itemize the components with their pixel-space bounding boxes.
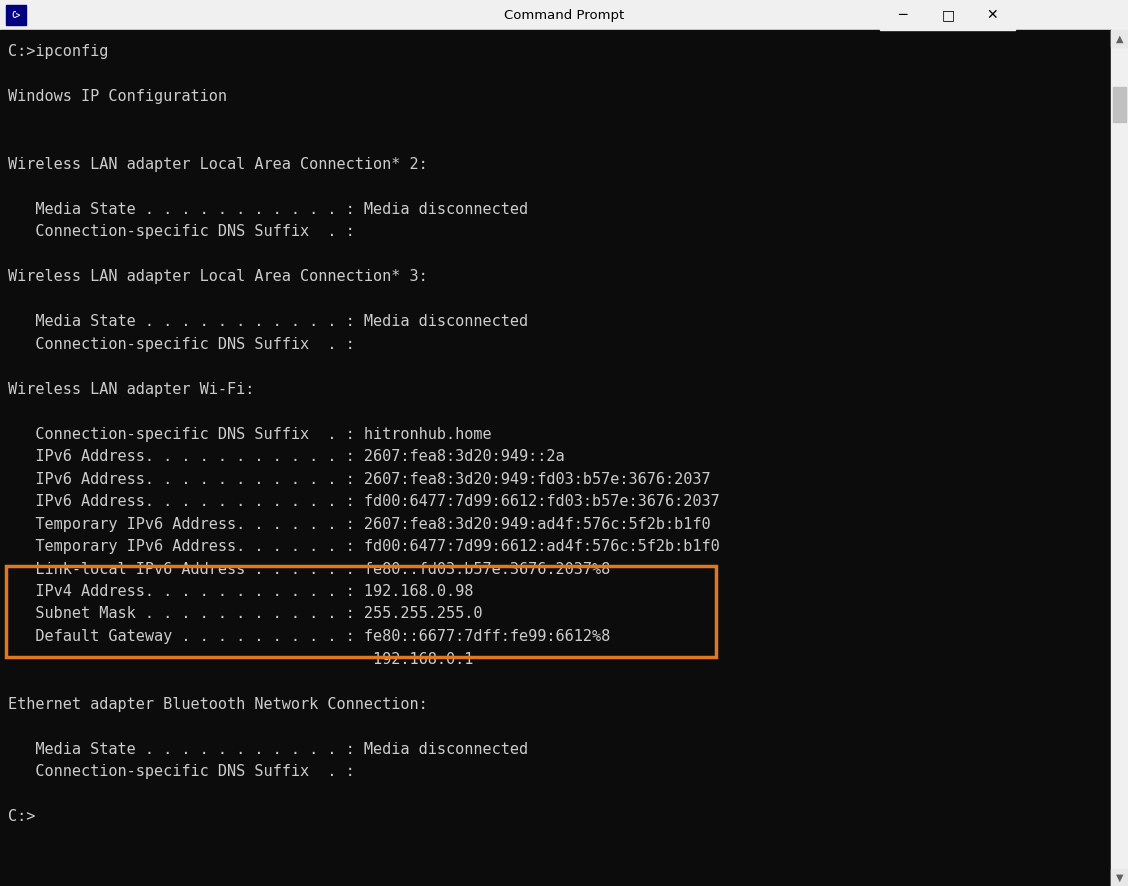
Text: ▲: ▲	[1116, 34, 1123, 43]
Text: □: □	[942, 8, 954, 22]
Text: IPv6 Address. . . . . . . . . . . : 2607:fea8:3d20:949::2a: IPv6 Address. . . . . . . . . . . : 2607…	[8, 449, 565, 464]
Text: Connection-specific DNS Suffix  . :: Connection-specific DNS Suffix . :	[8, 337, 354, 352]
Text: Link-local IPv6 Address . . . . . : fe80::fd03:b57e:3676:2037%8: Link-local IPv6 Address . . . . . : fe80…	[8, 562, 610, 577]
Text: Temporary IPv6 Address. . . . . . : 2607:fea8:3d20:949:ad4f:576c:5f2b:b1f0: Temporary IPv6 Address. . . . . . : 2607…	[8, 517, 711, 532]
Text: Command Prompt: Command Prompt	[504, 9, 624, 21]
Bar	[1111, 30, 1128, 47]
Text: Media State . . . . . . . . . . . : Media disconnected: Media State . . . . . . . . . . . : Medi…	[8, 201, 528, 216]
Text: Default Gateway . . . . . . . . . : fe80::6677:7dff:fe99:6612%8: Default Gateway . . . . . . . . . : fe80…	[8, 629, 610, 644]
Bar	[1111, 30, 1128, 886]
Bar	[1113, 87, 1126, 122]
Text: Wireless LAN adapter Wi-Fi:: Wireless LAN adapter Wi-Fi:	[8, 382, 255, 397]
Text: Connection-specific DNS Suffix  . :: Connection-specific DNS Suffix . :	[8, 764, 354, 779]
Text: ▼: ▼	[1116, 873, 1123, 882]
Bar	[0, 0, 1128, 30]
Text: Connection-specific DNS Suffix  . :: Connection-specific DNS Suffix . :	[8, 224, 354, 239]
Text: IPv6 Address. . . . . . . . . . . : 2607:fea8:3d20:949:fd03:b57e:3676:2037: IPv6 Address. . . . . . . . . . . : 2607…	[8, 471, 711, 486]
Text: Wireless LAN adapter Local Area Connection* 3:: Wireless LAN adapter Local Area Connecti…	[8, 269, 428, 284]
Text: 192.168.0.1: 192.168.0.1	[8, 651, 474, 666]
Text: Media State . . . . . . . . . . . : Media disconnected: Media State . . . . . . . . . . . : Medi…	[8, 742, 528, 757]
Text: IPv6 Address. . . . . . . . . . . : fd00:6477:7d99:6612:fd03:b57e:3676:2037: IPv6 Address. . . . . . . . . . . : fd00…	[8, 494, 720, 509]
Text: C:>ipconfig: C:>ipconfig	[8, 44, 108, 59]
Text: ✕: ✕	[986, 8, 998, 22]
Text: Windows IP Configuration: Windows IP Configuration	[8, 89, 227, 104]
Bar	[1111, 869, 1128, 886]
Text: Media State . . . . . . . . . . . : Media disconnected: Media State . . . . . . . . . . . : Medi…	[8, 314, 528, 329]
Text: ─: ─	[898, 8, 906, 22]
Bar	[925, 0, 970, 30]
Bar	[880, 0, 925, 30]
Text: C:>: C:>	[8, 809, 35, 824]
Bar	[970, 0, 1015, 30]
Text: IPv4 Address. . . . . . . . . . . : 192.168.0.98: IPv4 Address. . . . . . . . . . . : 192.…	[8, 584, 474, 599]
Text: C>: C>	[11, 11, 20, 19]
Text: Temporary IPv6 Address. . . . . . : fd00:6477:7d99:6612:ad4f:576c:5f2b:b1f0: Temporary IPv6 Address. . . . . . : fd00…	[8, 539, 720, 554]
Text: Subnet Mask . . . . . . . . . . . : 255.255.255.0: Subnet Mask . . . . . . . . . . . : 255.…	[8, 607, 483, 621]
Text: Ethernet adapter Bluetooth Network Connection:: Ethernet adapter Bluetooth Network Conne…	[8, 696, 428, 711]
Bar	[6, 5, 26, 25]
Text: Connection-specific DNS Suffix  . : hitronhub.home: Connection-specific DNS Suffix . : hitro…	[8, 426, 492, 441]
Text: Wireless LAN adapter Local Area Connection* 2:: Wireless LAN adapter Local Area Connecti…	[8, 157, 428, 172]
Bar	[6, 565, 716, 657]
